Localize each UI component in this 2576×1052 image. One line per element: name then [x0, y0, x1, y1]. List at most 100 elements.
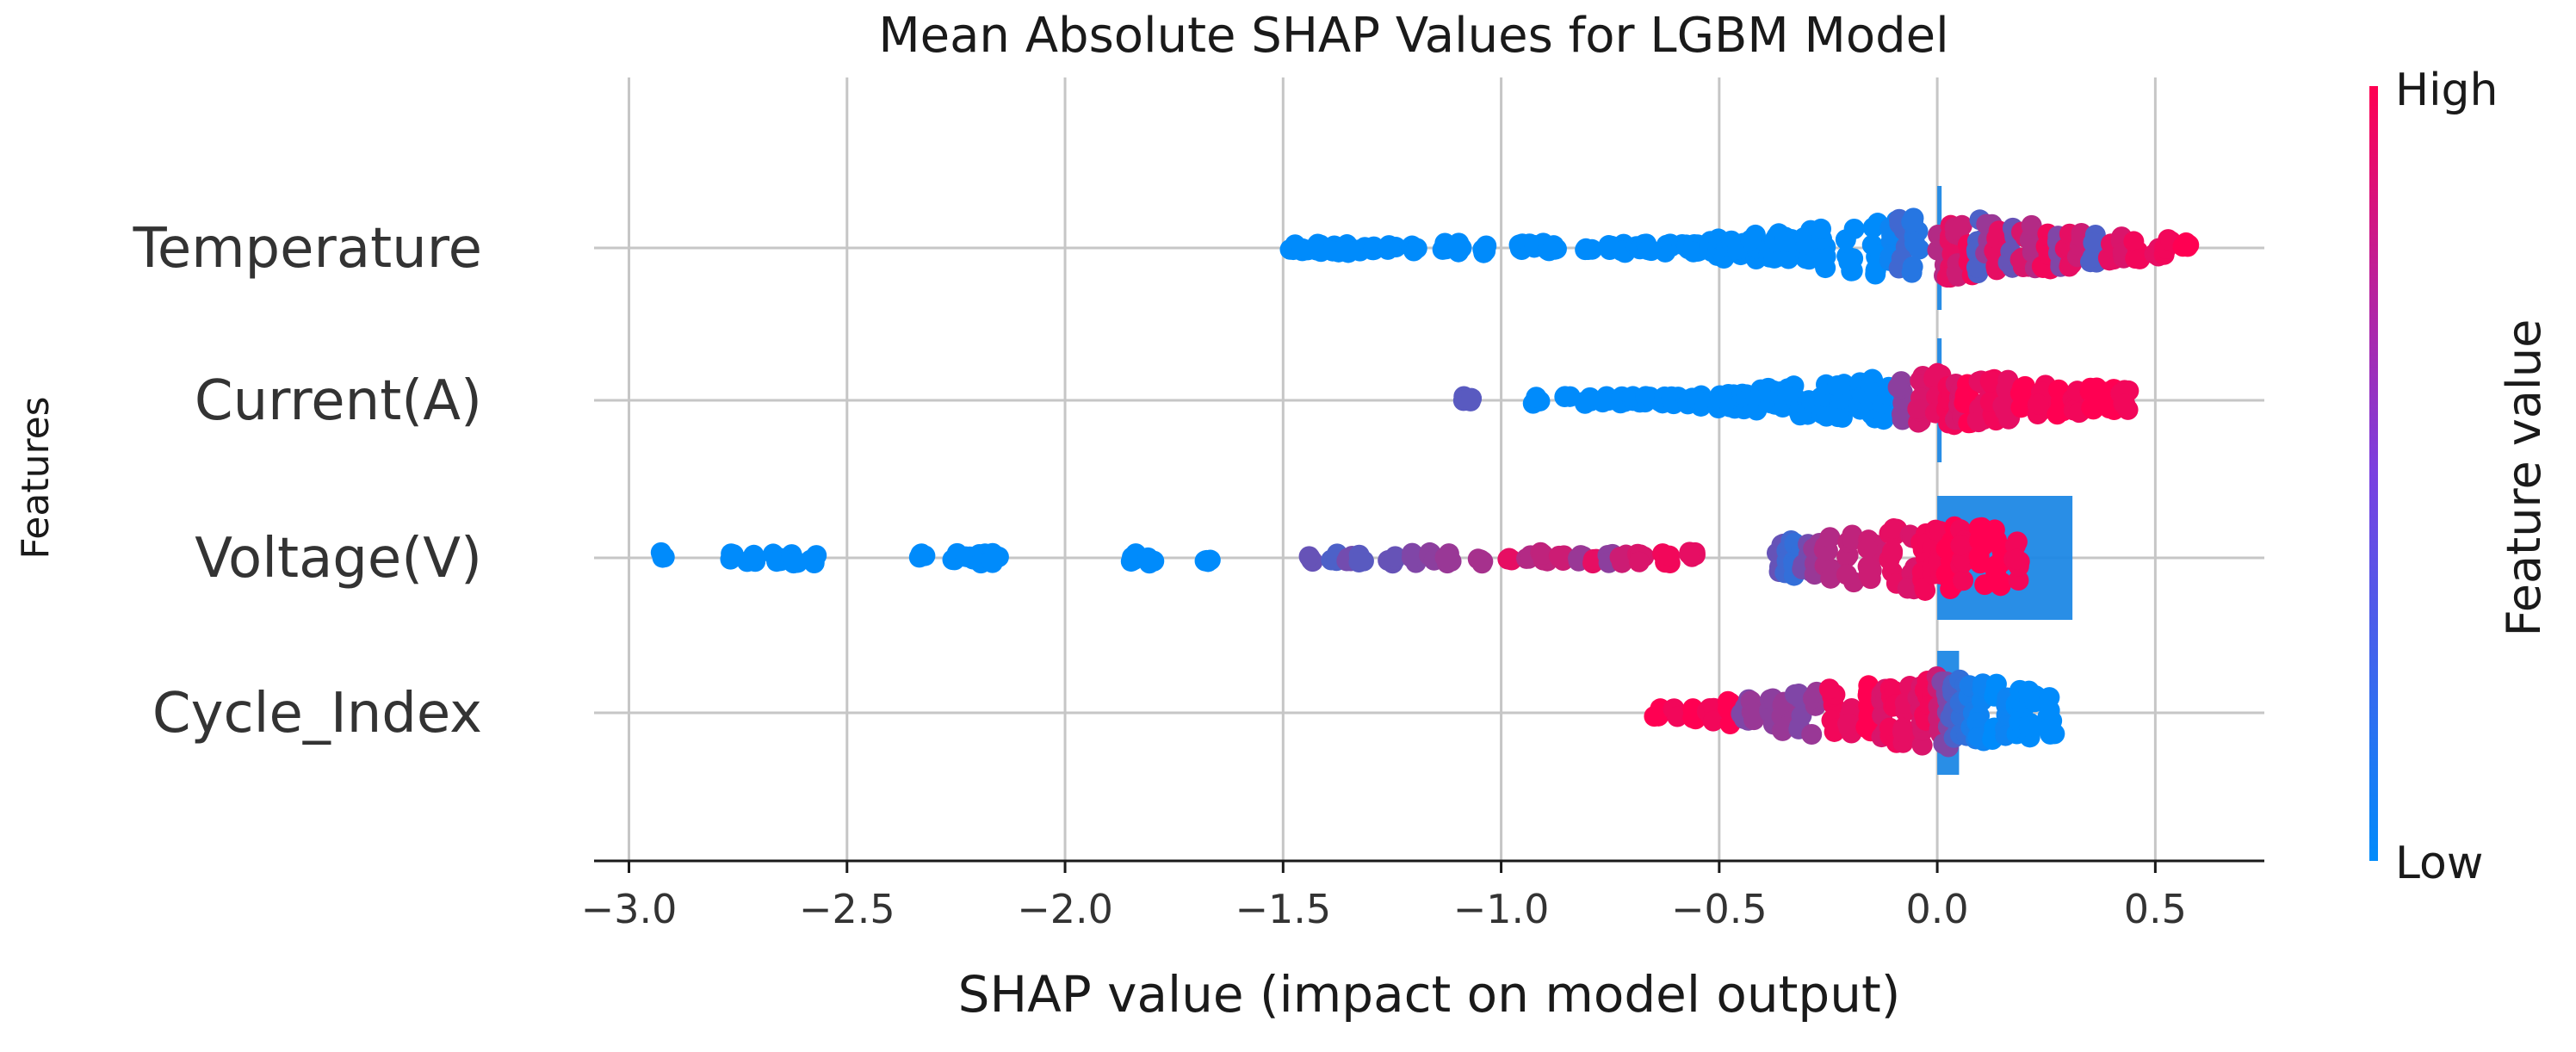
shap-point — [1897, 578, 1918, 599]
shap-point — [1892, 721, 1913, 743]
shap-point — [1857, 538, 1879, 560]
shap-point — [1401, 547, 1422, 568]
shap-point — [1947, 219, 1969, 240]
shap-point — [1950, 535, 1972, 556]
shap-point — [2006, 548, 2028, 570]
shap-point — [1873, 409, 1894, 430]
shap-point — [2015, 375, 2036, 397]
x-tick-label: 0.0 — [1906, 886, 1969, 932]
shap-point — [720, 548, 741, 570]
shap-point — [1984, 519, 2005, 541]
shap-point — [2083, 232, 2104, 253]
shap-point — [1473, 242, 1495, 263]
shap-point — [1526, 387, 1547, 408]
shap-point — [1968, 517, 1990, 539]
shap-point — [1795, 233, 1817, 255]
shap-points — [650, 207, 2200, 758]
shap-point — [1122, 547, 1143, 568]
shap-point — [908, 547, 930, 568]
shap-point — [1448, 232, 1470, 254]
shap-point — [1406, 238, 1427, 259]
shap-point — [1903, 210, 1924, 232]
shap-point — [1838, 251, 1860, 273]
shap-point — [1902, 256, 1923, 277]
feature-label: Current(A) — [195, 369, 482, 433]
shap-point — [1592, 392, 1613, 413]
shap-point — [1953, 570, 1974, 591]
colorbar-low-label: Low — [2395, 838, 2483, 889]
shap-point — [1740, 229, 1762, 251]
shap-point — [1882, 541, 1904, 562]
shap-point — [981, 549, 1002, 571]
x-axis-label: SHAP value (impact on model output) — [958, 965, 1901, 1024]
shap-point — [1801, 724, 1823, 746]
shap-point — [2018, 716, 2040, 738]
shap-point — [1980, 371, 2002, 393]
shap-point — [1554, 386, 1576, 407]
shap-point — [1137, 547, 1159, 568]
shap-point — [652, 547, 673, 568]
shap-point — [1497, 548, 1519, 570]
feature-labels: Temperature Current(A) Voltage(V) Cycle_Ind… — [133, 217, 482, 746]
shap-point — [1991, 572, 2012, 593]
shap-point — [1820, 567, 1842, 589]
shap-point — [1384, 546, 1406, 567]
chart-title: Mean Absolute SHAP Values for LGBM Model — [878, 8, 1948, 64]
shap-point — [783, 553, 804, 574]
x-tick-label: −3.0 — [581, 886, 678, 932]
shap-point — [1609, 547, 1631, 568]
shap-point — [1907, 398, 1929, 419]
shap-point — [1471, 553, 1493, 574]
shap-point — [1306, 239, 1328, 261]
colorbar-high-label: High — [2395, 65, 2499, 116]
shap-point — [2079, 381, 2101, 402]
shap-point — [1682, 241, 1704, 263]
shap-point — [2177, 236, 2198, 257]
x-tick-label: −0.5 — [1671, 886, 1768, 932]
x-tick-label: −2.5 — [799, 886, 895, 932]
shap-point — [1775, 231, 1797, 252]
shap-point — [2021, 214, 2042, 236]
shap-point — [2081, 397, 2102, 418]
shap-point — [1533, 543, 1554, 565]
shap-point — [1836, 713, 1858, 734]
x-tick-label: −2.0 — [1017, 886, 1113, 932]
shap-point — [2028, 393, 2049, 415]
shap-point — [1855, 716, 1877, 738]
shap-point — [1883, 518, 1904, 540]
x-ticks: −3.0 −2.5 −2.0 −1.5 −1.0 −0.5 0.0 0.5 — [581, 861, 2187, 932]
shap-point — [1862, 217, 1884, 238]
shap-point — [1843, 218, 1865, 239]
shap-point — [1995, 400, 2016, 422]
colorbar — [2369, 86, 2378, 861]
shap-point — [1574, 393, 1595, 414]
shap-point — [1667, 706, 1688, 727]
shap-point — [1818, 678, 1840, 700]
colorbar-title: Feature value — [2497, 319, 2551, 637]
x-tick-label: 0.5 — [2124, 886, 2187, 932]
shap-point — [1827, 375, 1848, 397]
shap-point — [1702, 710, 1724, 732]
shap-point — [1348, 552, 1370, 573]
shap-point — [1549, 547, 1570, 568]
shap-point — [1545, 238, 1566, 260]
shap-point — [800, 549, 821, 571]
shap-point — [1659, 545, 1681, 566]
shap-point — [2115, 393, 2136, 415]
shap-point — [1434, 547, 1456, 568]
shap-point — [1892, 409, 1913, 430]
shap-point — [2123, 231, 2145, 252]
shap-point — [1813, 252, 1835, 274]
shap-point — [1887, 376, 1909, 398]
shap-point — [1836, 564, 1857, 585]
x-tick-label: −1.5 — [1235, 886, 1331, 932]
shap-point — [1743, 702, 1764, 724]
feature-label: Voltage(V) — [195, 527, 482, 591]
x-tick-label: −1.0 — [1453, 886, 1550, 932]
shap-point — [1461, 388, 1483, 410]
shap-point — [1298, 546, 1320, 567]
shap-point — [1811, 218, 1832, 239]
feature-label: Temperature — [133, 217, 482, 281]
shap-point — [1909, 238, 1930, 260]
